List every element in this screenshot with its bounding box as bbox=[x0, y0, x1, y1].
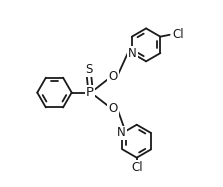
Text: O: O bbox=[108, 102, 118, 115]
Text: O: O bbox=[108, 70, 118, 83]
Text: Cl: Cl bbox=[173, 28, 184, 41]
Text: N: N bbox=[117, 126, 126, 140]
Text: S: S bbox=[85, 63, 93, 76]
Text: Cl: Cl bbox=[131, 161, 142, 174]
Text: N: N bbox=[128, 47, 137, 60]
Text: P: P bbox=[86, 86, 94, 99]
